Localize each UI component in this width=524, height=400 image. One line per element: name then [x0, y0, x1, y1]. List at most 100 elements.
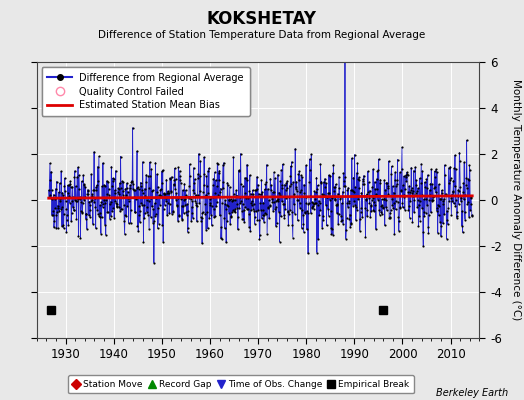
Point [463, 201, 472, 207]
Point [401, 186, 409, 192]
Point [322, 222, 331, 229]
Point [442, 236, 451, 242]
Point [325, 190, 333, 196]
Point [113, 200, 122, 207]
Point [82, 210, 91, 217]
Point [224, 196, 233, 203]
Point [457, 222, 466, 229]
Point [59, 221, 67, 228]
Point [199, 209, 207, 215]
Point [270, 188, 279, 195]
Point [133, 148, 141, 154]
Point [152, 195, 160, 202]
Point [380, 222, 389, 228]
Point [467, 195, 475, 202]
Point [136, 179, 145, 186]
Point [425, 196, 433, 203]
Point [407, 164, 416, 171]
Point [177, 196, 185, 202]
Point [260, 212, 268, 218]
Point [446, 175, 455, 182]
Point [194, 174, 203, 181]
Point [160, 190, 168, 196]
Point [273, 197, 281, 204]
Point [193, 203, 201, 210]
Point [102, 191, 111, 198]
Point [432, 207, 441, 214]
Point [272, 223, 280, 229]
Point [404, 189, 412, 196]
Point [383, 180, 391, 186]
Point [231, 196, 239, 203]
Point [94, 178, 103, 184]
Point [314, 236, 322, 242]
Point [447, 212, 455, 218]
Point [264, 204, 272, 210]
Point [126, 185, 134, 191]
Point [62, 229, 71, 236]
Point [352, 217, 360, 223]
Point [349, 202, 357, 209]
Point [376, 176, 385, 183]
Point [263, 230, 271, 237]
Point [464, 176, 473, 183]
Point [258, 215, 266, 222]
Point [447, 192, 456, 198]
Point [408, 184, 416, 191]
Point [267, 182, 275, 188]
Point [451, 203, 460, 209]
Point [308, 199, 316, 206]
Point [215, 176, 223, 183]
Point [422, 176, 431, 182]
Point [100, 182, 108, 188]
Point [295, 168, 303, 174]
Point [215, 168, 224, 174]
Point [216, 185, 225, 192]
Point [99, 204, 107, 210]
Point [163, 212, 171, 219]
Point [143, 208, 151, 215]
Point [417, 161, 425, 167]
Point [138, 202, 146, 209]
Point [411, 191, 419, 198]
Point [465, 214, 473, 220]
Point [106, 198, 115, 205]
Point [452, 197, 461, 203]
Point [307, 210, 315, 216]
Point [248, 198, 256, 204]
Point [84, 188, 92, 194]
Point [406, 214, 414, 221]
Point [221, 201, 229, 208]
Point [370, 199, 378, 205]
Point [174, 218, 182, 224]
Point [97, 230, 105, 237]
Point [306, 192, 314, 199]
Point [236, 200, 244, 206]
Point [229, 207, 237, 214]
Point [232, 187, 241, 194]
Point [139, 189, 147, 196]
Point [223, 180, 232, 186]
Point [122, 192, 130, 198]
Point [116, 180, 124, 186]
Point [253, 186, 261, 192]
Point [245, 188, 254, 194]
Point [241, 174, 249, 181]
Point [181, 202, 189, 208]
Point [279, 200, 288, 207]
Point [286, 182, 294, 189]
Point [210, 206, 218, 212]
Point [66, 180, 74, 187]
Point [455, 188, 463, 194]
Point [200, 154, 208, 160]
Point [457, 198, 465, 204]
Point [341, 183, 350, 189]
Point [174, 213, 183, 220]
Point [81, 184, 90, 190]
Point [396, 204, 405, 211]
Point [350, 198, 358, 204]
Point [50, 196, 59, 202]
Point [196, 188, 204, 194]
Point [211, 213, 220, 220]
Point [291, 210, 299, 217]
